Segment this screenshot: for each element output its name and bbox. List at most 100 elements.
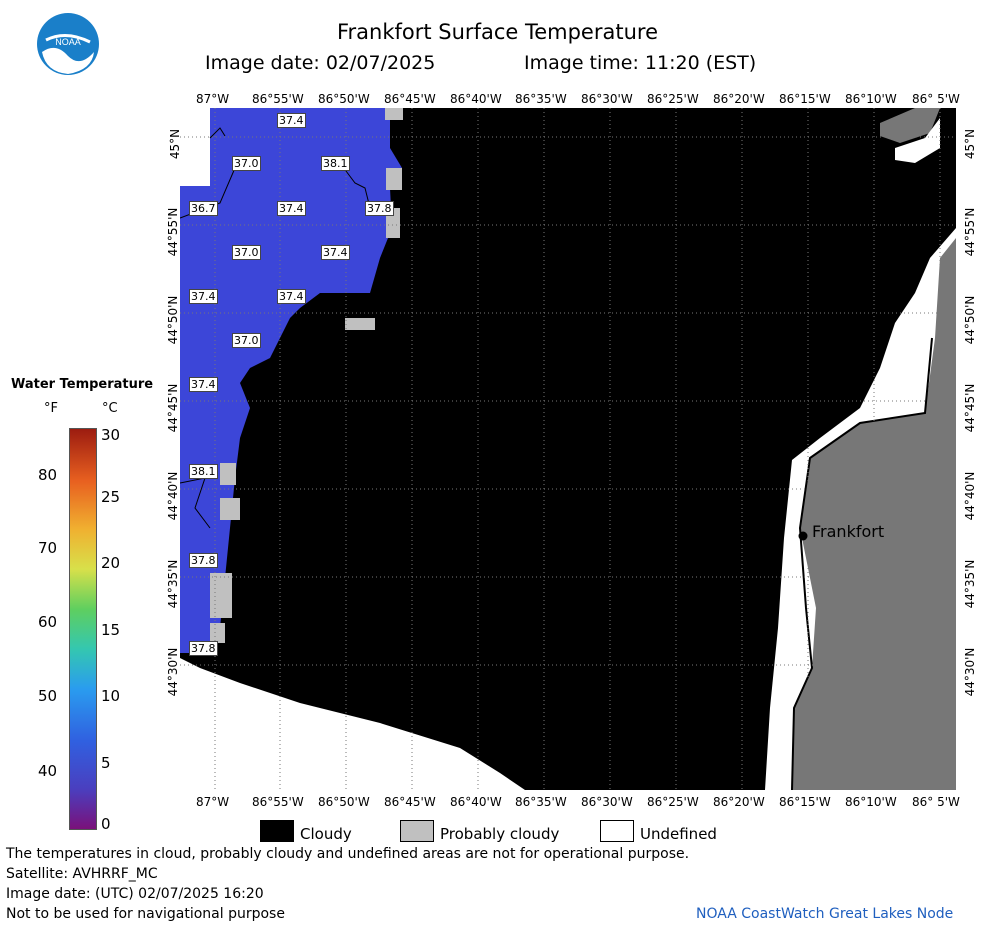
noaa-logo: NOAA (36, 12, 100, 76)
temperature-label: 37.4 (277, 289, 306, 304)
x-tick-top: 86°55'W (252, 92, 304, 106)
legend-label-undefined: Undefined (640, 825, 717, 843)
y-tick-right: 44°50'N (963, 295, 977, 345)
x-tick-top: 86°45'W (384, 92, 436, 106)
temperature-label: 37.4 (277, 113, 306, 128)
y-tick-right: 44°45'N (963, 383, 977, 433)
x-tick-bottom: 86°10'W (845, 795, 897, 809)
undefined-area-north (895, 118, 940, 163)
colorbar-tick-f: 60 (38, 613, 58, 631)
colorbar-tick-c: 10 (101, 687, 121, 705)
y-tick-right: 44°55'N (963, 207, 977, 257)
colorbar-tick-c: 30 (101, 426, 121, 444)
undefined-area-northwest (180, 108, 210, 186)
coastline (791, 337, 933, 791)
navigation-warning: Not to be used for navigational purpose (6, 906, 285, 922)
colorbar-tick-c: 15 (101, 621, 121, 639)
temperature-label: 38.1 (189, 464, 218, 479)
y-tick-left: 44°45'N (166, 383, 180, 433)
isotherm-line (339, 162, 371, 209)
x-tick-top: 86°15'W (779, 92, 831, 106)
x-tick-top: 87°W (196, 92, 230, 106)
x-tick-bottom: 86°40'W (450, 795, 502, 809)
map-svg (179, 108, 956, 791)
map-panel (179, 108, 956, 791)
colorbar-tick-f: 80 (38, 466, 58, 484)
image-date: Image date: 02/07/2025 (205, 52, 436, 74)
disclaimer-text: The temperatures in cloud, probably clou… (6, 846, 690, 862)
colorbar-tick-c: 20 (101, 554, 121, 572)
city-label-frankfort: Frankfort (812, 522, 885, 541)
x-tick-bottom: 87°W (196, 795, 230, 809)
graticule (180, 108, 956, 790)
probably-cloudy-patch (210, 623, 225, 643)
y-tick-left: 44°40'N (166, 471, 180, 521)
probably-cloudy-patch (220, 498, 240, 520)
temperature-label: 37.4 (189, 289, 218, 304)
colorbar-title: Water Temperature (11, 377, 154, 392)
y-tick-left: 44°30'N (166, 647, 180, 697)
colorbar-unit-f: °F (44, 401, 58, 416)
temperature-label: 36.7 (189, 201, 218, 216)
y-tick-right: 44°35'N (963, 559, 977, 609)
colorbar (69, 428, 97, 830)
x-tick-top: 86°30'W (581, 92, 633, 106)
image-date-utc: Image date: (UTC) 02/07/2025 16:20 (6, 886, 264, 902)
x-tick-top: 86°50'W (318, 92, 370, 106)
x-tick-top: 86°20'W (713, 92, 765, 106)
temperature-label: 37.0 (232, 333, 261, 348)
temperature-label: 37.8 (189, 641, 218, 656)
temperature-label: 38.1 (321, 156, 350, 171)
probably-cloudy-patch (345, 318, 375, 330)
legend-label-probably-cloudy: Probably cloudy (440, 825, 560, 843)
colorbar-tick-c: 25 (101, 488, 121, 506)
x-tick-bottom: 86° 5'W (912, 795, 960, 809)
undefined-area-southwest (180, 658, 525, 790)
colorbar-unit-c: °C (102, 401, 118, 416)
y-tick-left: 44°50'N (166, 295, 180, 345)
y-tick-left: 44°35'N (166, 559, 180, 609)
x-tick-bottom: 86°25'W (647, 795, 699, 809)
temperature-label: 37.4 (189, 377, 218, 392)
isotherm-line (179, 477, 211, 529)
frankfort-marker (798, 531, 808, 541)
legend-label-cloudy: Cloudy (300, 825, 352, 843)
satellite-text: Satellite: AVHRRF_MC (6, 866, 158, 882)
probably-cloudy-patch (220, 463, 236, 485)
map-title: Frankfort Surface Temperature (336, 20, 658, 44)
temperature-label: 37.0 (232, 156, 261, 171)
x-tick-top: 86°10'W (845, 92, 897, 106)
x-tick-bottom: 86°30'W (581, 795, 633, 809)
colorbar-tick-c: 5 (101, 754, 111, 772)
y-tick-right: 44°30'N (963, 647, 977, 697)
temperature-label: 37.4 (277, 201, 306, 216)
temperature-label: 37.8 (189, 553, 218, 568)
x-tick-bottom: 86°20'W (713, 795, 765, 809)
x-tick-top: 86°35'W (515, 92, 567, 106)
colorbar-tick-f: 50 (38, 687, 58, 705)
x-tick-bottom: 86°15'W (779, 795, 831, 809)
temperature-label: 37.0 (232, 245, 261, 260)
x-tick-bottom: 86°35'W (515, 795, 567, 809)
x-tick-bottom: 86°45'W (384, 795, 436, 809)
y-tick-right: 44°40'N (963, 471, 977, 521)
image-time: Image time: 11:20 (EST) (524, 52, 757, 74)
x-tick-top: 86°25'W (647, 92, 699, 106)
legend-swatch-cloudy (260, 820, 294, 842)
credit-link[interactable]: NOAA CoastWatch Great Lakes Node (696, 906, 954, 922)
probably-cloudy-patch (385, 108, 403, 120)
land-area (792, 238, 956, 790)
y-tick-left: 44°55'N (166, 207, 180, 257)
legend-swatch-undefined (600, 820, 634, 842)
colorbar-tick-c: 0 (101, 815, 111, 833)
y-tick-right: 45°N (963, 128, 977, 160)
land-area-north (880, 108, 940, 143)
x-tick-top: 86° 5'W (912, 92, 960, 106)
probably-cloudy-patch (386, 168, 402, 190)
x-tick-bottom: 86°50'W (318, 795, 370, 809)
x-tick-bottom: 86°55'W (252, 795, 304, 809)
colorbar-tick-f: 40 (38, 762, 58, 780)
svg-text:NOAA: NOAA (55, 37, 81, 47)
probably-cloudy-patch (210, 573, 232, 618)
temperature-label: 37.8 (365, 201, 394, 216)
